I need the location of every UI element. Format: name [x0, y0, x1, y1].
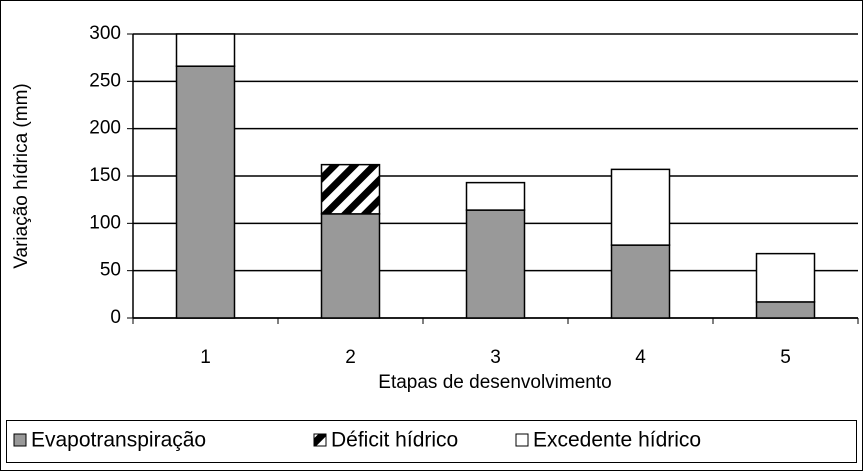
x-tick-label: 1: [200, 347, 211, 368]
y-axis-title: Variação hídrica (mm): [11, 83, 32, 268]
x-tick-label: 5: [780, 347, 791, 368]
bar-segment: [320, 213, 381, 319]
y-tick-label: 300: [89, 23, 121, 44]
legend-swatch: [515, 433, 529, 447]
x-tick-label: 4: [635, 347, 646, 368]
bar-segment: [610, 244, 671, 319]
y-tick-label: 0: [110, 307, 121, 328]
legend-label: Excedente hídrico: [533, 429, 701, 452]
legend-box: [6, 420, 857, 463]
y-tick-label: 250: [89, 70, 121, 91]
bar-segment: [465, 181, 526, 211]
bar-segment: [175, 33, 236, 67]
legend-label: Evapotranspiração: [31, 429, 206, 452]
y-tick-label: 50: [100, 260, 121, 281]
x-tick-label: 2: [345, 347, 356, 368]
bar-segment: [755, 252, 816, 303]
x-tick-label: 3: [490, 347, 501, 368]
bar-segment: [755, 301, 816, 319]
y-tick-label: 200: [89, 118, 121, 139]
y-tick-label: 100: [89, 212, 121, 233]
bar-segment: [610, 168, 671, 246]
y-tick-label: 150: [89, 165, 121, 186]
bar-segment: [320, 163, 381, 215]
bar-segment: [175, 65, 236, 319]
x-axis-title: Etapas de desenvolvimento: [378, 372, 611, 393]
legend-swatch: [313, 433, 327, 447]
bar-segment: [465, 209, 526, 319]
legend-swatch: [13, 433, 27, 447]
legend-label: Déficit hídrico: [331, 429, 458, 452]
